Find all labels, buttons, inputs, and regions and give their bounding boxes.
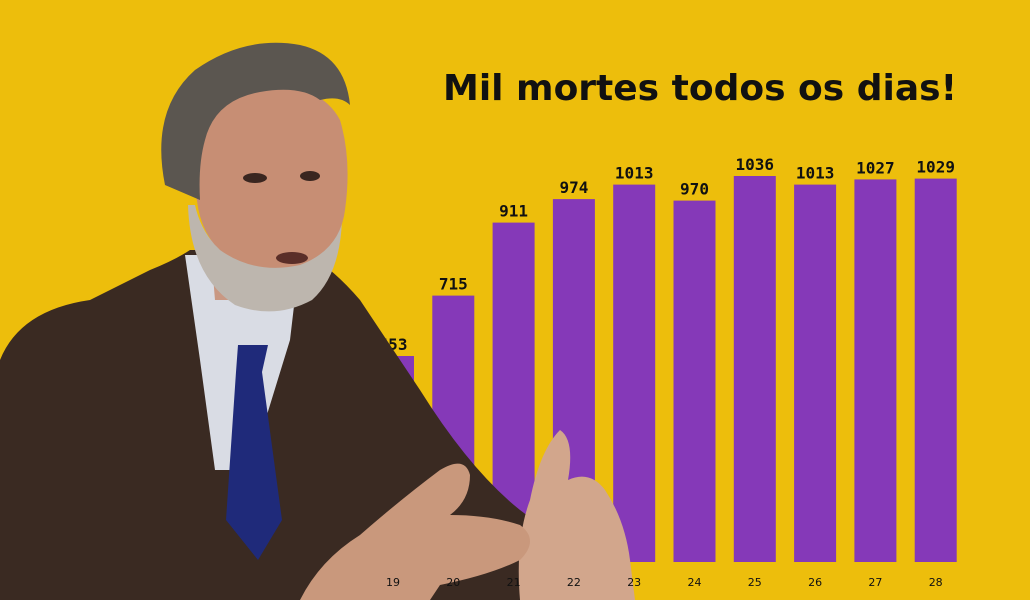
x-tick-25: 25 [748, 576, 762, 589]
data-label-23: 1013 [615, 164, 654, 183]
x-tick-27: 27 [868, 576, 882, 589]
person-mouth [276, 252, 308, 264]
person-beard [188, 205, 342, 312]
x-tick-28: 28 [929, 576, 943, 589]
bar-26 [794, 184, 837, 562]
data-label-21: 911 [499, 202, 528, 221]
data-label-22: 974 [559, 178, 588, 197]
person-face [196, 84, 348, 268]
data-label-28: 1029 [916, 158, 955, 177]
bar-27 [854, 179, 897, 562]
chart-title: Mil mortes todos os dias! [443, 68, 957, 109]
person-photo [0, 42, 635, 600]
data-label-24: 970 [680, 180, 709, 199]
person-tie [226, 345, 282, 560]
x-tick-26: 26 [808, 576, 822, 589]
data-label-27: 1027 [856, 158, 895, 177]
bar-25 [733, 176, 776, 562]
bar-24 [673, 200, 716, 562]
person-eye-right [300, 171, 320, 181]
x-axis-ticks: 19 20 21 22 23 24 25 26 27 28 [386, 576, 943, 589]
x-tick-21: 21 [507, 576, 521, 589]
x-tick-22: 22 [567, 576, 581, 589]
x-tick-19: 19 [386, 576, 400, 589]
person-hand-left [300, 463, 530, 600]
x-tick-20: 20 [446, 576, 460, 589]
bar-23 [613, 184, 656, 562]
person-hand-right [518, 430, 635, 600]
data-label-26: 1013 [796, 164, 835, 183]
data-label-25: 1036 [736, 155, 775, 174]
bar-28 [914, 178, 957, 562]
data-label-20: 715 [439, 275, 468, 294]
person-hair [161, 42, 350, 201]
x-tick-24: 24 [688, 576, 702, 589]
person-eye-left [243, 173, 267, 183]
x-tick-23: 23 [627, 576, 641, 589]
